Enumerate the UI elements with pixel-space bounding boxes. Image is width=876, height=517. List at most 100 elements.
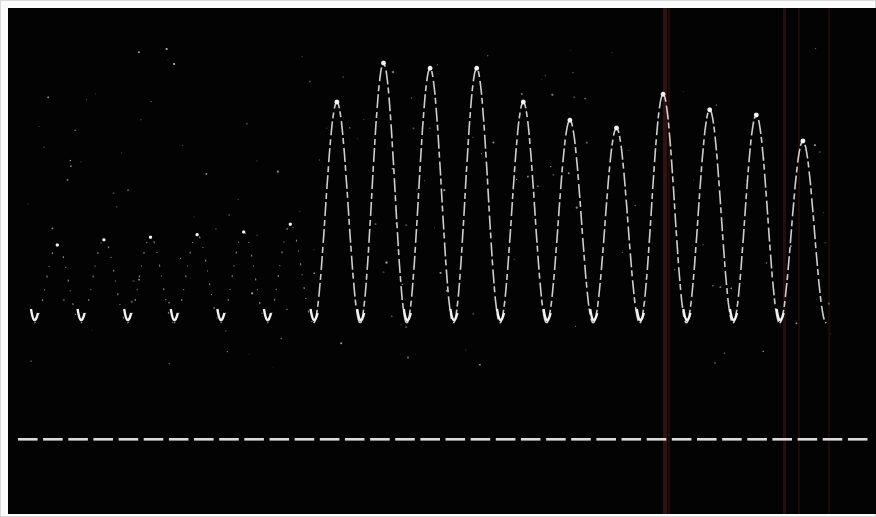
timing-dash <box>722 438 742 441</box>
grain-speck <box>795 322 798 325</box>
grain-speck <box>179 257 182 259</box>
grain-speck <box>319 159 321 161</box>
grain-speck <box>465 182 467 184</box>
grain-speck <box>621 251 624 254</box>
grain-speck <box>715 104 717 106</box>
wave-cycle <box>266 223 314 324</box>
grain-speck <box>132 280 135 283</box>
grain-speck <box>429 127 431 129</box>
grain-speck <box>308 80 311 83</box>
grain-speck <box>301 56 303 58</box>
wave-trough <box>216 308 226 322</box>
wave-trough <box>449 308 459 322</box>
grain-speck <box>762 350 764 353</box>
grain-speck <box>120 152 122 154</box>
grain-speck <box>537 185 539 187</box>
timing-dash <box>546 438 566 441</box>
grain-speck <box>434 227 436 228</box>
grain-speck <box>69 159 71 162</box>
timing-dash <box>93 438 113 441</box>
grain-speck <box>382 271 385 274</box>
grain-speck <box>520 92 523 95</box>
grain-speck <box>584 97 586 100</box>
grain-speck <box>465 349 467 351</box>
grain-speck <box>768 229 770 231</box>
grain-speck <box>362 118 365 121</box>
grain-speck <box>611 52 613 54</box>
grain-speck <box>349 127 351 129</box>
grain-speck <box>443 188 446 192</box>
grain-speck <box>730 287 733 290</box>
grain-speck <box>357 138 358 140</box>
grain-speck <box>526 175 529 178</box>
timing-dash <box>168 438 189 441</box>
grain-speck <box>342 76 345 78</box>
timing-dash <box>470 438 491 441</box>
film-grain <box>27 47 832 368</box>
timing-dash <box>219 438 239 441</box>
grain-speck <box>193 216 195 218</box>
wave-peak <box>427 65 433 71</box>
grain-speck <box>628 149 630 151</box>
timing-dash <box>294 438 315 441</box>
wave-peak <box>242 230 246 234</box>
grain-speck <box>472 312 475 315</box>
grain-speck <box>226 351 228 353</box>
grain-speck <box>550 165 552 168</box>
film-streaks <box>663 8 830 514</box>
sine-waveform <box>29 60 827 324</box>
wave-trough <box>542 308 552 322</box>
grain-speck <box>552 173 555 176</box>
grain-speck <box>830 333 832 335</box>
timing-dash <box>847 438 868 441</box>
wave-trough <box>29 308 40 322</box>
grain-speck <box>43 146 45 148</box>
grain-speck <box>488 229 490 230</box>
grain-speck <box>572 71 574 74</box>
film-streak <box>798 8 800 514</box>
grain-speck <box>492 141 495 144</box>
grain-speck <box>445 289 448 292</box>
wave-peak <box>567 117 573 123</box>
timing-dash <box>697 438 717 441</box>
grain-speck <box>472 136 474 138</box>
timing-dash <box>646 438 667 441</box>
timing-dash <box>319 438 340 441</box>
grain-speck <box>340 342 343 345</box>
grain-speck <box>574 325 576 327</box>
wave-trough <box>123 308 133 322</box>
timing-dash <box>747 438 767 441</box>
grain-speck <box>702 243 705 246</box>
wave-cycle <box>220 231 268 324</box>
grain-speck <box>436 64 439 66</box>
wave-peak <box>474 65 480 71</box>
grain-speck <box>822 212 824 214</box>
grain-speck <box>487 55 489 57</box>
grain-speck <box>405 223 408 227</box>
grain-speck <box>168 362 171 365</box>
grain-speck <box>172 62 176 66</box>
wave-trough <box>262 308 273 322</box>
grain-speck <box>248 353 250 355</box>
timing-dash <box>370 438 390 441</box>
grain-speck <box>719 286 722 289</box>
wave-cycle <box>406 67 454 324</box>
wave-cycle <box>499 100 548 324</box>
grain-speck <box>116 206 118 208</box>
oscilloscope-screen <box>18 8 868 514</box>
grain-speck <box>140 118 142 121</box>
timing-dash <box>344 438 365 441</box>
grain-speck <box>789 245 792 248</box>
grain-speck <box>47 96 50 99</box>
timing-dash <box>596 438 616 441</box>
grain-speck <box>813 143 817 147</box>
grain-speck <box>38 126 40 127</box>
grain-speck <box>271 367 273 368</box>
timing-dash <box>822 438 843 441</box>
grain-speck <box>165 47 168 51</box>
grain-speck <box>276 170 280 173</box>
film-streak <box>668 8 670 514</box>
wave-peak <box>334 99 340 105</box>
grain-speck <box>634 204 636 207</box>
wave-cycle <box>313 100 361 324</box>
